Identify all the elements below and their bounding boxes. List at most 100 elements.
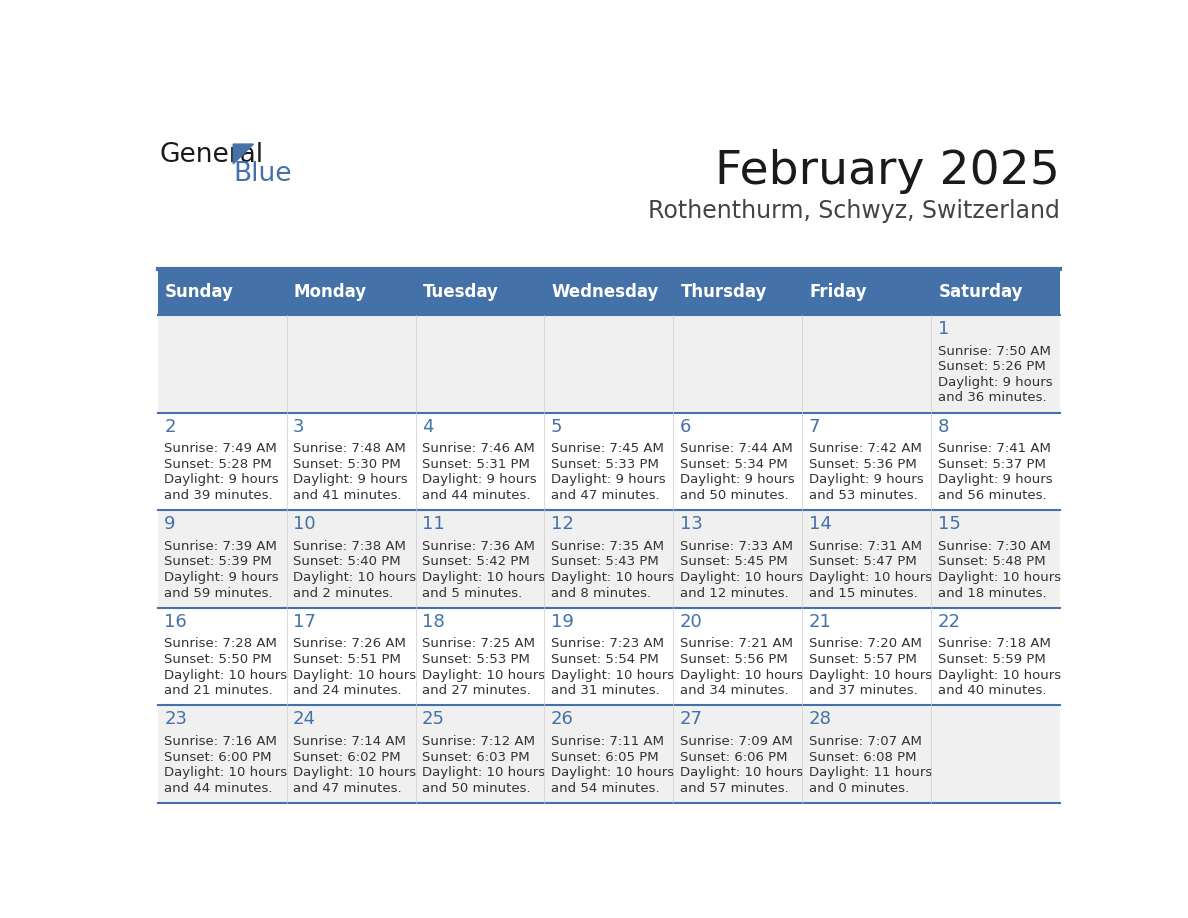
Text: 19: 19 — [551, 612, 574, 631]
Text: Sunset: 5:40 PM: Sunset: 5:40 PM — [293, 555, 400, 568]
Text: Sunrise: 7:49 AM: Sunrise: 7:49 AM — [164, 442, 277, 455]
Text: and 5 minutes.: and 5 minutes. — [422, 587, 523, 599]
FancyBboxPatch shape — [158, 705, 1060, 803]
Text: and 31 minutes.: and 31 minutes. — [551, 684, 659, 697]
Text: 24: 24 — [293, 711, 316, 728]
Text: Sunrise: 7:23 AM: Sunrise: 7:23 AM — [551, 637, 664, 651]
Text: Daylight: 10 hours: Daylight: 10 hours — [293, 571, 416, 584]
Text: Daylight: 10 hours: Daylight: 10 hours — [422, 767, 545, 779]
Text: Daylight: 10 hours: Daylight: 10 hours — [937, 668, 1061, 681]
Text: Daylight: 9 hours: Daylight: 9 hours — [937, 376, 1053, 389]
Text: 26: 26 — [551, 711, 574, 728]
Text: Sunset: 5:33 PM: Sunset: 5:33 PM — [551, 458, 658, 471]
Text: Daylight: 10 hours: Daylight: 10 hours — [809, 571, 931, 584]
Text: Sunset: 5:42 PM: Sunset: 5:42 PM — [422, 555, 530, 568]
Text: Tuesday: Tuesday — [423, 283, 499, 301]
Text: Daylight: 9 hours: Daylight: 9 hours — [164, 474, 279, 487]
Text: Daylight: 10 hours: Daylight: 10 hours — [164, 767, 287, 779]
Text: Daylight: 10 hours: Daylight: 10 hours — [551, 571, 674, 584]
Text: and 34 minutes.: and 34 minutes. — [680, 684, 789, 697]
Text: 4: 4 — [422, 418, 434, 436]
Text: and 24 minutes.: and 24 minutes. — [293, 684, 402, 697]
FancyBboxPatch shape — [931, 269, 1060, 315]
Text: Sunset: 6:06 PM: Sunset: 6:06 PM — [680, 751, 788, 764]
Text: Daylight: 10 hours: Daylight: 10 hours — [937, 571, 1061, 584]
Text: and 54 minutes.: and 54 minutes. — [551, 781, 659, 795]
Text: Sunrise: 7:20 AM: Sunrise: 7:20 AM — [809, 637, 922, 651]
Text: Sunset: 5:28 PM: Sunset: 5:28 PM — [164, 458, 272, 471]
Text: Thursday: Thursday — [681, 283, 767, 301]
Text: Sunrise: 7:07 AM: Sunrise: 7:07 AM — [809, 735, 922, 748]
Text: 21: 21 — [809, 612, 832, 631]
Text: and 12 minutes.: and 12 minutes. — [680, 587, 789, 599]
Text: Rothenthurm, Schwyz, Switzerland: Rothenthurm, Schwyz, Switzerland — [649, 198, 1060, 222]
Text: 28: 28 — [809, 711, 832, 728]
Text: Daylight: 9 hours: Daylight: 9 hours — [164, 571, 279, 584]
Text: and 53 minutes.: and 53 minutes. — [809, 489, 917, 502]
Text: Sunrise: 7:12 AM: Sunrise: 7:12 AM — [422, 735, 535, 748]
Text: Sunrise: 7:31 AM: Sunrise: 7:31 AM — [809, 540, 922, 553]
FancyBboxPatch shape — [158, 413, 1060, 510]
Text: Sunset: 6:00 PM: Sunset: 6:00 PM — [164, 751, 272, 764]
Text: Sunrise: 7:38 AM: Sunrise: 7:38 AM — [293, 540, 406, 553]
Text: and 56 minutes.: and 56 minutes. — [937, 489, 1047, 502]
Text: Sunrise: 7:35 AM: Sunrise: 7:35 AM — [551, 540, 664, 553]
Text: 13: 13 — [680, 515, 702, 533]
Text: Daylight: 11 hours: Daylight: 11 hours — [809, 767, 931, 779]
Text: Daylight: 10 hours: Daylight: 10 hours — [680, 668, 803, 681]
Text: 15: 15 — [937, 515, 960, 533]
Text: 11: 11 — [422, 515, 444, 533]
FancyBboxPatch shape — [286, 269, 416, 315]
Text: Sunset: 5:48 PM: Sunset: 5:48 PM — [937, 555, 1045, 568]
Text: 25: 25 — [422, 711, 446, 728]
Text: 6: 6 — [680, 418, 691, 436]
Text: Sunset: 5:45 PM: Sunset: 5:45 PM — [680, 555, 788, 568]
FancyBboxPatch shape — [544, 269, 674, 315]
FancyBboxPatch shape — [674, 269, 802, 315]
Text: Daylight: 10 hours: Daylight: 10 hours — [293, 767, 416, 779]
Text: Daylight: 10 hours: Daylight: 10 hours — [551, 668, 674, 681]
Text: Wednesday: Wednesday — [551, 283, 659, 301]
Text: Sunrise: 7:42 AM: Sunrise: 7:42 AM — [809, 442, 922, 455]
Text: 14: 14 — [809, 515, 832, 533]
Text: Daylight: 10 hours: Daylight: 10 hours — [422, 571, 545, 584]
FancyBboxPatch shape — [802, 269, 931, 315]
Text: Sunrise: 7:48 AM: Sunrise: 7:48 AM — [293, 442, 406, 455]
Text: Sunrise: 7:28 AM: Sunrise: 7:28 AM — [164, 637, 277, 651]
Text: Daylight: 10 hours: Daylight: 10 hours — [422, 668, 545, 681]
Text: 3: 3 — [293, 418, 304, 436]
Text: and 44 minutes.: and 44 minutes. — [422, 489, 531, 502]
Text: and 44 minutes.: and 44 minutes. — [164, 781, 273, 795]
Text: and 47 minutes.: and 47 minutes. — [293, 781, 402, 795]
Text: Friday: Friday — [809, 283, 867, 301]
Text: General: General — [159, 142, 264, 168]
Text: Sunrise: 7:14 AM: Sunrise: 7:14 AM — [293, 735, 406, 748]
Text: Daylight: 9 hours: Daylight: 9 hours — [937, 474, 1053, 487]
Text: Sunrise: 7:44 AM: Sunrise: 7:44 AM — [680, 442, 792, 455]
Text: and 21 minutes.: and 21 minutes. — [164, 684, 273, 697]
Text: and 37 minutes.: and 37 minutes. — [809, 684, 917, 697]
Text: and 41 minutes.: and 41 minutes. — [293, 489, 402, 502]
Text: 23: 23 — [164, 711, 188, 728]
Text: and 50 minutes.: and 50 minutes. — [680, 489, 789, 502]
Text: 17: 17 — [293, 612, 316, 631]
Text: Daylight: 9 hours: Daylight: 9 hours — [809, 474, 923, 487]
Text: and 36 minutes.: and 36 minutes. — [937, 391, 1047, 405]
Text: Sunset: 5:31 PM: Sunset: 5:31 PM — [422, 458, 530, 471]
Text: Sunset: 5:43 PM: Sunset: 5:43 PM — [551, 555, 658, 568]
Text: Daylight: 9 hours: Daylight: 9 hours — [680, 474, 795, 487]
Text: 20: 20 — [680, 612, 702, 631]
Text: Sunrise: 7:26 AM: Sunrise: 7:26 AM — [293, 637, 406, 651]
Text: Sunset: 5:39 PM: Sunset: 5:39 PM — [164, 555, 272, 568]
Text: 2: 2 — [164, 418, 176, 436]
Text: Sunrise: 7:45 AM: Sunrise: 7:45 AM — [551, 442, 664, 455]
Text: Daylight: 9 hours: Daylight: 9 hours — [293, 474, 407, 487]
Text: Daylight: 10 hours: Daylight: 10 hours — [164, 668, 287, 681]
Text: Daylight: 10 hours: Daylight: 10 hours — [809, 668, 931, 681]
Text: Sunrise: 7:41 AM: Sunrise: 7:41 AM — [937, 442, 1050, 455]
Text: 5: 5 — [551, 418, 562, 436]
Text: Sunset: 5:37 PM: Sunset: 5:37 PM — [937, 458, 1045, 471]
Text: and 18 minutes.: and 18 minutes. — [937, 587, 1047, 599]
Text: Sunset: 5:34 PM: Sunset: 5:34 PM — [680, 458, 788, 471]
Text: Sunset: 5:56 PM: Sunset: 5:56 PM — [680, 653, 788, 666]
